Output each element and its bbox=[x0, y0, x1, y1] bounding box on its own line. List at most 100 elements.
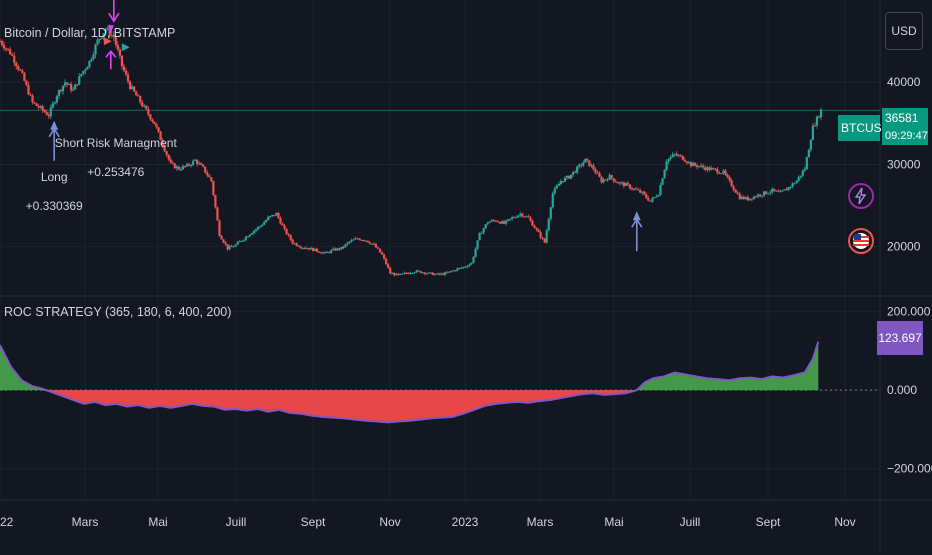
candle-body bbox=[234, 244, 237, 247]
candle-body bbox=[515, 217, 518, 219]
candle-body bbox=[252, 230, 256, 234]
candle-body bbox=[413, 272, 416, 274]
candle-body bbox=[785, 189, 788, 191]
candle-body bbox=[338, 248, 341, 250]
y-tick-label: 20000 bbox=[887, 240, 921, 254]
candle-body bbox=[242, 239, 245, 241]
candle-body bbox=[193, 159, 197, 161]
candle-body bbox=[2, 45, 6, 49]
candle-body bbox=[679, 155, 682, 157]
candle-body bbox=[492, 220, 495, 222]
roc-tick-label: 200.000 bbox=[887, 305, 931, 319]
candle-body bbox=[508, 218, 512, 220]
short-arrow-head bbox=[105, 49, 117, 58]
candle-body bbox=[722, 170, 725, 174]
candle-body bbox=[344, 244, 347, 248]
candle-body bbox=[787, 187, 790, 191]
candle-body bbox=[311, 247, 315, 251]
candle-body bbox=[232, 246, 235, 248]
candle-body bbox=[385, 258, 388, 265]
candle-body bbox=[210, 177, 213, 182]
candle-body bbox=[226, 244, 229, 250]
candle-body bbox=[736, 192, 739, 194]
candle-body bbox=[159, 131, 162, 141]
candle-body bbox=[817, 116, 821, 118]
candle-body bbox=[740, 196, 743, 200]
candle-body bbox=[395, 273, 398, 276]
candle-body bbox=[657, 195, 660, 197]
candle-body bbox=[179, 169, 182, 171]
candle-body bbox=[189, 164, 193, 166]
lightning-icon[interactable] bbox=[848, 183, 874, 209]
candle-body bbox=[637, 189, 640, 191]
candle-body bbox=[11, 54, 14, 56]
candle-body bbox=[342, 246, 345, 248]
currency-button[interactable]: USD bbox=[885, 12, 923, 50]
y-tick-label: 30000 bbox=[887, 157, 921, 171]
candle-body bbox=[151, 119, 154, 122]
candle-body bbox=[102, 33, 105, 38]
candle-body bbox=[108, 28, 111, 36]
candle-body bbox=[185, 164, 189, 167]
candle-body bbox=[61, 85, 65, 92]
candle-body bbox=[248, 234, 252, 237]
candle-body bbox=[527, 216, 530, 218]
candle-body bbox=[328, 251, 331, 253]
candle-body bbox=[82, 70, 85, 75]
candle-body bbox=[411, 272, 414, 274]
candle-body bbox=[212, 181, 215, 195]
candle-body bbox=[161, 140, 164, 146]
candle-body bbox=[539, 232, 542, 238]
candle-body bbox=[769, 192, 772, 194]
candle-body bbox=[716, 169, 719, 173]
candle-body bbox=[49, 107, 52, 117]
candle-body bbox=[19, 69, 22, 71]
candle-body bbox=[452, 270, 455, 272]
candle-body bbox=[519, 213, 522, 216]
candle-body bbox=[165, 151, 168, 155]
candle-body bbox=[427, 272, 430, 274]
candle-body bbox=[124, 70, 128, 75]
candle-body bbox=[500, 221, 504, 224]
long-marker bbox=[632, 211, 641, 221]
candle-body bbox=[517, 215, 520, 218]
candle-body bbox=[567, 175, 571, 179]
candle-body bbox=[634, 188, 638, 190]
us-flag-icon[interactable] bbox=[848, 228, 874, 254]
candle-body bbox=[295, 243, 298, 246]
candle-body bbox=[130, 86, 134, 89]
roc-tick-label: 0.000 bbox=[887, 383, 917, 397]
candle-body bbox=[29, 94, 32, 96]
candle-body bbox=[661, 178, 664, 185]
candle-body bbox=[177, 166, 180, 170]
candle-body bbox=[767, 193, 770, 195]
candle-body bbox=[275, 212, 278, 216]
roc-negative-area bbox=[0, 390, 819, 423]
candle-body bbox=[167, 154, 170, 160]
candle-body bbox=[250, 233, 254, 235]
candle-body bbox=[173, 163, 176, 169]
candle-body bbox=[92, 54, 95, 60]
candle-body bbox=[598, 172, 601, 177]
candle-body bbox=[283, 225, 286, 229]
candle-body bbox=[277, 212, 280, 218]
candle-body bbox=[580, 164, 583, 166]
candle-body bbox=[366, 240, 369, 243]
x-tick-label: Sept bbox=[756, 515, 781, 529]
y-tick-label: 40000 bbox=[887, 75, 921, 89]
candle-body bbox=[137, 95, 140, 97]
candle-body bbox=[742, 196, 745, 200]
candle-body bbox=[779, 191, 782, 193]
long-marker bbox=[50, 120, 59, 130]
candle-body bbox=[0, 41, 4, 46]
candle-body bbox=[616, 182, 619, 184]
candle-body bbox=[222, 239, 225, 243]
candle-body bbox=[807, 149, 810, 158]
candle-body bbox=[551, 193, 554, 208]
candle-body bbox=[805, 157, 808, 170]
candle-body bbox=[718, 172, 721, 174]
candle-body bbox=[592, 165, 595, 170]
candle-body bbox=[181, 166, 185, 170]
